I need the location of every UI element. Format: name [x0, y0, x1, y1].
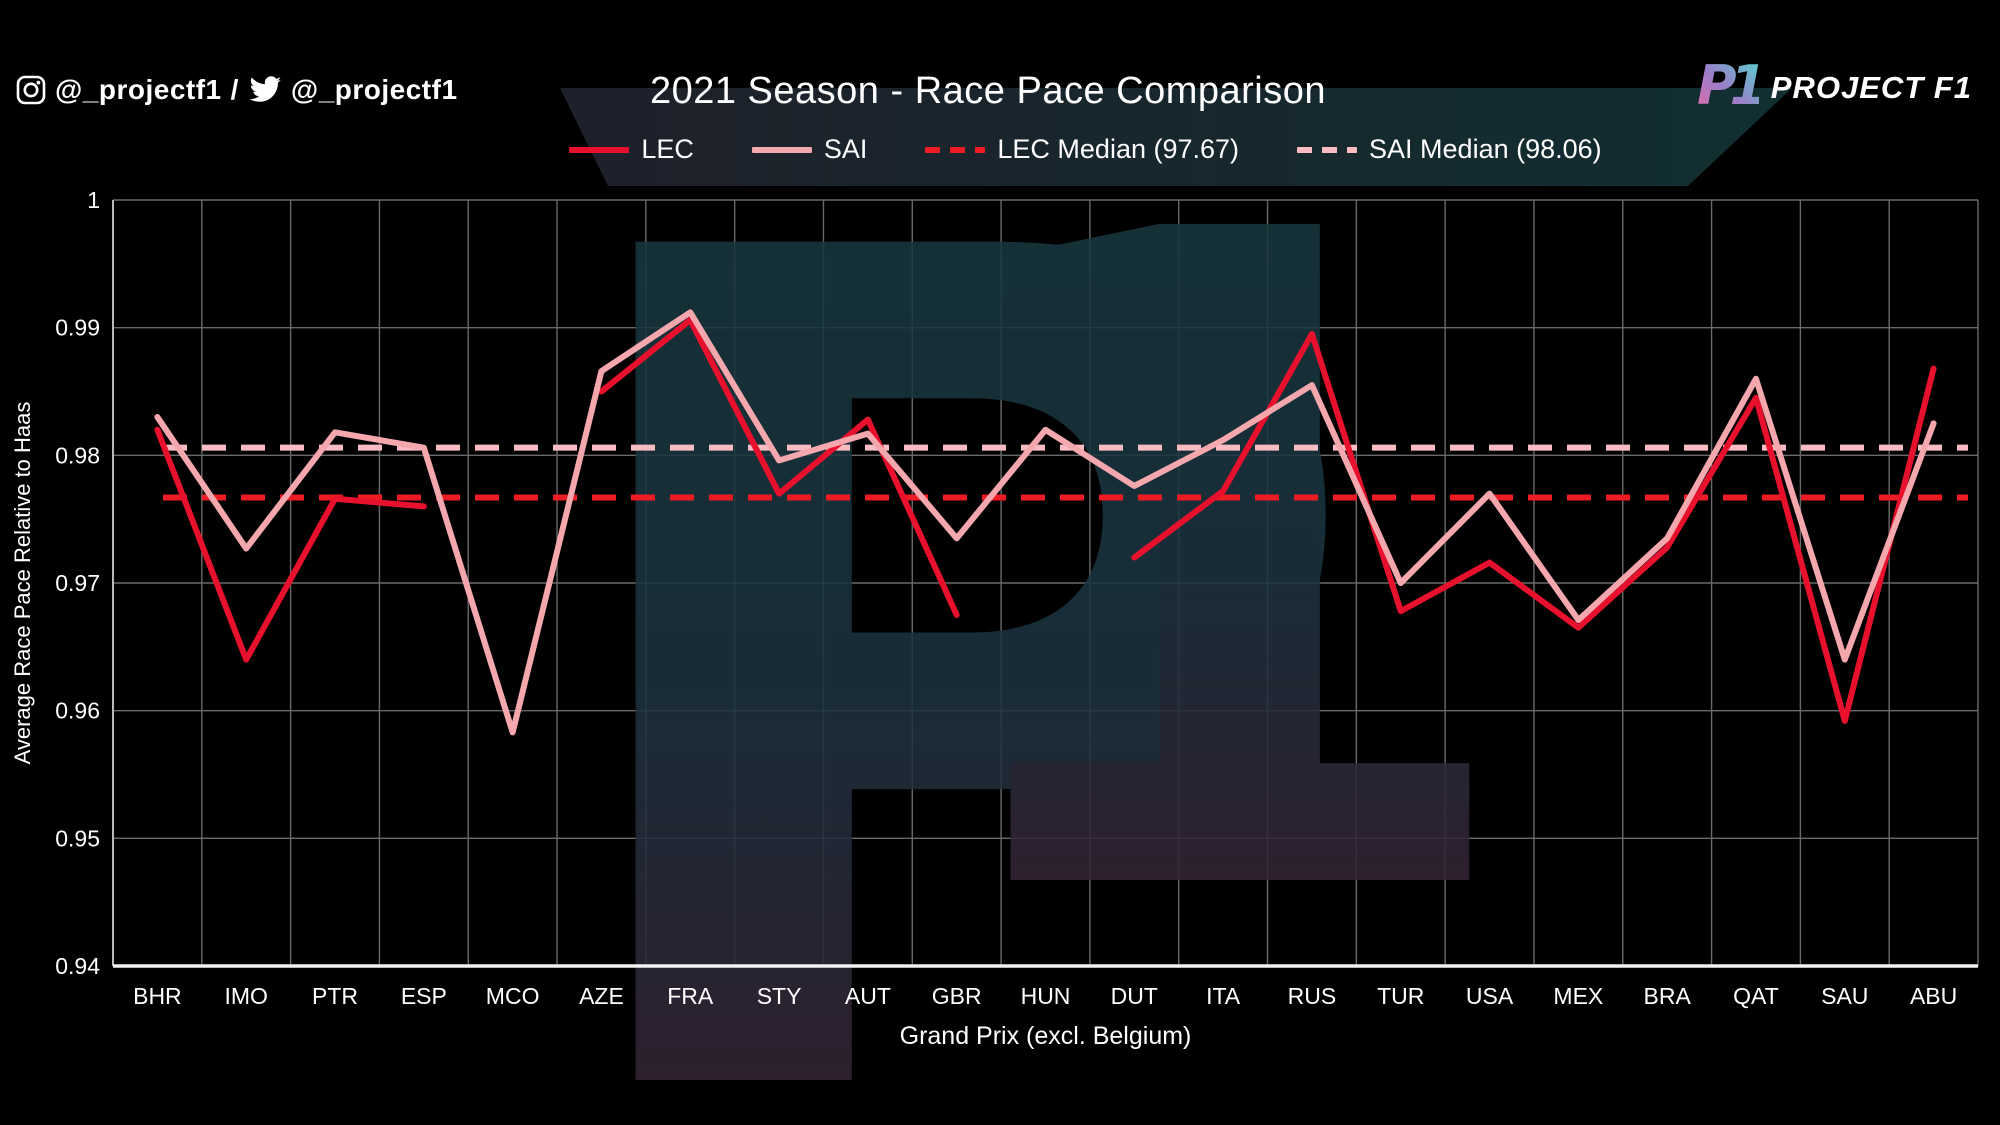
x-tick-label: AUT	[845, 983, 891, 1009]
chart-legend: LEC SAI LEC Median (97.67) SAI Median (98.0…	[153, 134, 2000, 165]
solid-line-swatch	[569, 146, 630, 153]
legend-label: LEC	[641, 134, 694, 164]
svg-text:P1: P1	[1697, 54, 1759, 117]
y-tick-label: 1	[87, 187, 100, 213]
series-line-lec	[154, 426, 427, 663]
twitter-handle: @_projectf1	[290, 74, 458, 105]
legend-label: SAI Median (98.06)	[1369, 134, 1602, 164]
x-tick-label: MEX	[1553, 983, 1603, 1009]
x-tick-label: QAT	[1733, 983, 1779, 1009]
handle-separator: /	[230, 74, 239, 105]
x-tick-label: ESP	[401, 983, 447, 1009]
legend-item-lec: LEC	[569, 134, 694, 165]
series-line-lec	[598, 317, 960, 618]
legend-item-lec-median: LEC Median (97.67)	[925, 134, 1239, 165]
y-tick-label: 0.96	[55, 698, 100, 724]
x-tick-label: TUR	[1377, 983, 1424, 1009]
y-axis-title: Average Race Pace Relative to Haas	[10, 401, 35, 765]
y-tick-label: 0.97	[55, 570, 100, 596]
x-axis-title: Grand Prix (excl. Belgium)	[899, 1022, 1192, 1050]
legend-label: LEC Median (97.67)	[997, 134, 1240, 164]
x-tick-label: USA	[1466, 983, 1514, 1009]
series-line-sai	[154, 309, 1937, 736]
solid-line-swatch	[751, 146, 812, 153]
instagram-handle: @_projectf1	[55, 74, 222, 105]
x-tick-label: GBR	[932, 983, 982, 1009]
x-tick-label: PTR	[312, 983, 358, 1009]
watermark-digit-1: 1	[905, 46, 1531, 1093]
dashed-line-swatch	[1297, 146, 1358, 153]
legend-label: SAI	[823, 134, 868, 164]
y-tick-label: 0.94	[55, 953, 100, 979]
brand-name: PROJECT F1	[1770, 69, 1972, 105]
x-tick-label: ABU	[1910, 983, 1957, 1009]
x-tick-label: FRA	[667, 983, 714, 1009]
watermark-p1-logo: P1	[530, 14, 1792, 1125]
twitter-icon	[248, 76, 282, 104]
watermark-letter-p: P	[530, 14, 1373, 1125]
x-tick-label: IMO	[224, 983, 267, 1009]
y-tick-label: 0.99	[55, 315, 100, 341]
x-tick-label: ITA	[1206, 983, 1241, 1009]
social-handles: @_projectf1 / @_projectf1	[16, 74, 458, 106]
brand-logo: P1 PROJECT F1	[1693, 52, 1972, 123]
project-f1-mark-icon: P1	[1693, 52, 1769, 123]
instagram-icon	[16, 75, 46, 105]
x-tick-label: DUT	[1111, 983, 1158, 1009]
y-tick-label: 0.95	[55, 825, 100, 851]
x-tick-label: MCO	[486, 983, 540, 1009]
x-tick-label: RUS	[1288, 983, 1337, 1009]
x-tick-label: AZE	[579, 983, 624, 1009]
legend-item-sai: SAI	[751, 134, 868, 165]
page-title: 2021 Season - Race Pace Comparison	[649, 70, 1327, 112]
x-tick-label: SAU	[1821, 983, 1868, 1009]
legend-item-sai-median: SAI Median (98.06)	[1297, 134, 1602, 165]
x-tick-label: BRA	[1644, 983, 1692, 1009]
y-tick-label: 0.98	[55, 442, 100, 468]
x-tick-label: STY	[757, 983, 802, 1009]
x-tick-label: HUN	[1021, 983, 1071, 1009]
x-tick-label: BHR	[133, 983, 182, 1009]
dashed-line-swatch	[925, 146, 986, 153]
